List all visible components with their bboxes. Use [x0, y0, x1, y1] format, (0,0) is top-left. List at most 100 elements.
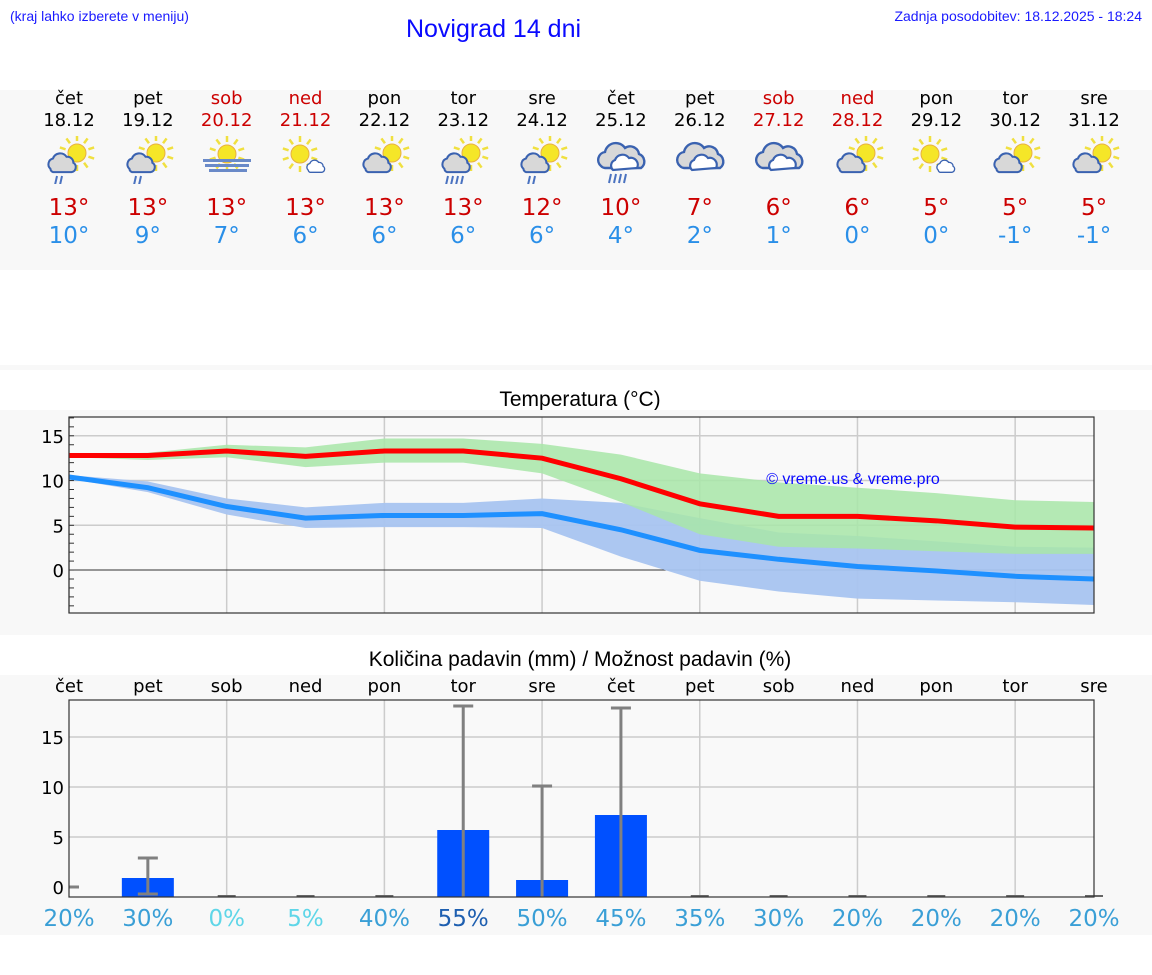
max-temp: 7°	[686, 195, 713, 221]
svg-text:15: 15	[41, 427, 64, 448]
svg-text:0: 0	[53, 561, 64, 582]
max-temp: 13°	[127, 195, 169, 221]
partly-sunny-light-rain-icon	[47, 136, 95, 184]
day-name: sob	[210, 88, 243, 109]
precip-day-label: pet	[685, 676, 715, 697]
day-name: sre	[1080, 88, 1108, 109]
min-temp: 2°	[686, 223, 713, 249]
min-temp: 0°	[923, 223, 950, 249]
precipitation-chart: 0 5 10 15 čet pet sob ned pon tor sre čet pet sob ned p…	[41, 676, 1119, 932]
day-forecast: čet 18.12 13° 10°	[29, 88, 109, 250]
precip-day-label: sob	[211, 676, 243, 697]
temperature-chart: 0 5 10 15 © vreme.us & vreme.pro	[41, 416, 1095, 614]
day-name: pet	[133, 88, 163, 109]
max-temp: 13°	[206, 195, 248, 221]
precip-probability: 20%	[911, 906, 962, 932]
max-temp: 5°	[1080, 195, 1108, 221]
svg-text:15: 15	[41, 728, 64, 749]
day-date: 24.12	[516, 110, 568, 131]
precip-day-label: sre	[528, 676, 555, 697]
daily-forecast: čet 18.12 13° 10° pet 19.12 13° 9° sob 20.12 13°…	[0, 88, 1152, 268]
min-temp: 4°	[607, 223, 634, 249]
precip-day-label: pet	[133, 676, 163, 697]
min-temp: -1°	[1076, 223, 1112, 249]
day-name: ned	[840, 88, 875, 109]
day-date: 27.12	[752, 110, 805, 131]
precip-probability: 0%	[208, 906, 245, 932]
min-temp: 6°	[529, 223, 556, 249]
partly-cloudy-icon	[835, 136, 884, 174]
day-date: 30.12	[989, 110, 1041, 131]
partly-cloudy-icon	[1072, 136, 1120, 174]
last-updated: Zadnja posodobitev: 18.12.2025 - 18:24	[894, 8, 1142, 24]
precip-day-label: ned	[289, 676, 323, 697]
max-temp: 5°	[923, 195, 950, 221]
day-name: tor	[1002, 88, 1028, 109]
precip-probability: 20%	[43, 906, 94, 932]
day-date: 18.12	[43, 110, 95, 131]
day-forecast: sre 24.12 12° 6°	[502, 88, 582, 250]
svg-text:5: 5	[53, 828, 64, 849]
min-temp: 6°	[371, 223, 398, 249]
precip-day-label: čet	[55, 676, 83, 697]
precip-day-label: čet	[607, 676, 635, 697]
partly-sunny-light-rain-icon	[126, 136, 174, 184]
svg-text:10: 10	[41, 472, 64, 493]
max-temp: 13°	[442, 195, 484, 221]
day-date: 21.12	[279, 110, 332, 131]
day-forecast: pet 19.12 13° 9°	[108, 88, 188, 250]
day-forecast: sob 20.12 13° 7°	[187, 88, 267, 250]
max-temp: 6°	[844, 195, 871, 221]
precip-day-label: sob	[763, 676, 795, 697]
day-name: čet	[606, 88, 635, 109]
cloudy-icon	[675, 141, 725, 172]
max-temp: 13°	[48, 195, 90, 221]
cloudy-rain-icon	[596, 141, 646, 184]
svg-text:5: 5	[53, 516, 64, 537]
precip-probability: 50%	[517, 906, 568, 932]
day-date: 23.12	[437, 110, 490, 131]
max-temp-line	[69, 448, 1095, 531]
watermark: © vreme.us & vreme.pro	[766, 471, 940, 488]
min-temp: 7°	[213, 223, 240, 249]
precip-day-label: pon	[919, 676, 953, 697]
day-name: pet	[685, 88, 715, 109]
max-temp: 5°	[1002, 195, 1029, 221]
day-forecast: tor 23.12 13° 6°	[423, 88, 503, 250]
day-name: pon	[919, 88, 954, 109]
day-forecast: pet 26.12 7° 2°	[660, 88, 740, 250]
min-temp: 6°	[450, 223, 477, 249]
day-date: 25.12	[595, 110, 647, 131]
cloudy-icon	[754, 141, 804, 172]
day-name: čet	[54, 88, 84, 109]
precip-probability: 20%	[1068, 906, 1119, 932]
day-name: sob	[762, 88, 795, 109]
min-temp: 1°	[765, 223, 792, 249]
precip-probability: 30%	[753, 906, 804, 932]
day-forecast: pon 22.12 13° 6°	[344, 88, 424, 250]
precip-probability: 45%	[595, 906, 646, 932]
partly-cloudy-icon	[993, 136, 1041, 174]
precip-probability: 55%	[438, 906, 489, 932]
day-forecast: ned 21.12 13° 6°	[266, 88, 346, 250]
daily-forecast-strip	[0, 90, 1152, 270]
min-temp: 0°	[844, 223, 871, 249]
day-date: 28.12	[831, 110, 884, 131]
day-forecast: tor 30.12 5° -1°	[975, 88, 1055, 250]
day-forecast: pon 29.12 5° 0°	[896, 88, 976, 250]
day-date: 26.12	[674, 110, 726, 131]
day-date: 19.12	[122, 110, 174, 131]
min-temp: -1°	[997, 223, 1033, 249]
day-forecast: sob 27.12 6° 1°	[739, 88, 819, 250]
min-temp-line	[68, 474, 1095, 582]
day-name: ned	[288, 88, 323, 109]
partly-sunny-rain-icon	[441, 136, 489, 184]
max-temp: 13°	[364, 195, 405, 221]
precip-probability: 5%	[287, 906, 324, 932]
mostly-sunny-icon	[282, 136, 325, 173]
precipitation-chart-title: Količina padavin (mm) / Možnost padavin …	[368, 648, 792, 671]
precip-day-label: tor	[1002, 676, 1028, 697]
partly-cloudy-icon	[362, 136, 410, 174]
temperature-chart-title: Temperatura (°C)	[499, 388, 661, 411]
svg-text:10: 10	[41, 778, 64, 799]
